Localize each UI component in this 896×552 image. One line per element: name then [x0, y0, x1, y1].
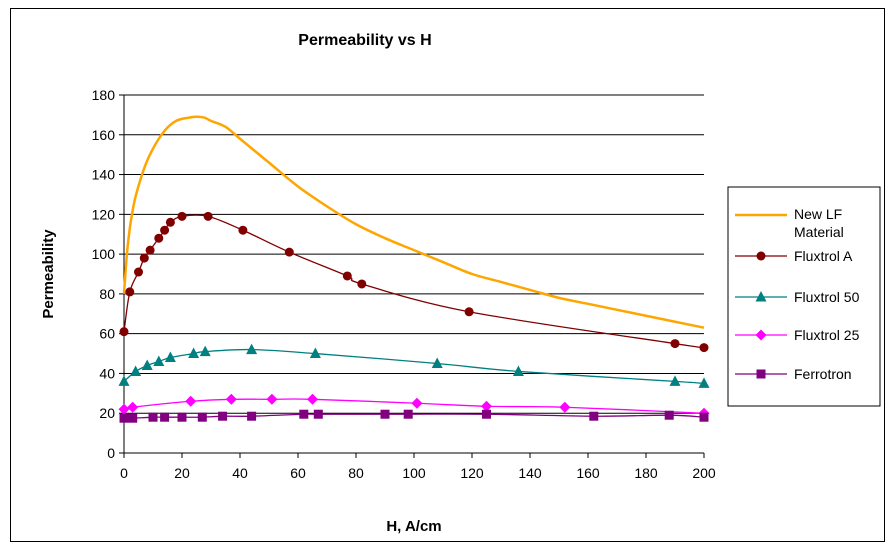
series-point-fluxtrol-a-marker	[145, 245, 155, 255]
series-point-fluxtrol-a-marker	[238, 225, 248, 235]
series-point-fluxtrol-25-marker	[559, 401, 571, 413]
x-tick-label: 120	[460, 465, 484, 481]
x-tick-label: 180	[634, 465, 658, 481]
series-point-fluxtrol-a-marker	[670, 339, 680, 349]
legend-label-fluxtrol-25: Fluxtrol 25	[794, 327, 860, 343]
chart-title: Permeability vs H	[298, 32, 431, 49]
series-point-ferrotron-marker	[380, 409, 390, 419]
x-tick-label: 0	[120, 465, 128, 481]
y-tick-label: 80	[99, 286, 115, 302]
series-point-fluxtrol-a-marker	[125, 287, 135, 297]
series-point-fluxtrol-50-marker	[431, 357, 443, 368]
x-tick-label: 80	[348, 465, 364, 481]
y-tick-label: 180	[92, 87, 116, 103]
legend-swatch-fluxtrol-25-marker	[755, 329, 767, 341]
legend-label-fluxtrol-50: Fluxtrol 50	[794, 289, 860, 305]
legend-swatch-fluxtrol-50-marker	[755, 291, 767, 302]
series-point-ferrotron-marker	[177, 412, 187, 422]
x-axis-title: H, A/cm	[386, 518, 441, 535]
series-point-ferrotron-marker	[128, 413, 138, 423]
series-point-fluxtrol-50-marker	[141, 359, 153, 370]
series-point-fluxtrol-a-marker	[154, 233, 164, 243]
series-point-ferrotron-marker	[148, 412, 158, 422]
x-tick-label: 20	[174, 465, 190, 481]
series-point-ferrotron-marker	[197, 412, 207, 422]
x-tick-label: 40	[232, 465, 248, 481]
chart: Permeability vs H Permeability H, A/cm 0…	[40, 32, 881, 535]
series-point-ferrotron-marker	[119, 413, 129, 423]
series-line-fluxtrol-50	[123, 348, 705, 385]
x-tick-label: 140	[518, 465, 542, 481]
series-point-ferrotron-marker	[218, 411, 228, 421]
series-point-fluxtrol-a-marker	[160, 225, 170, 235]
series-point-fluxtrol-50-marker	[199, 345, 211, 357]
series-point-fluxtrol-25-marker	[127, 401, 139, 413]
series-point-fluxtrol-50-marker	[698, 377, 710, 388]
series-point-ferrotron-marker	[482, 409, 491, 419]
y-tick-label: 160	[92, 127, 116, 143]
y-tick-label: 120	[92, 206, 116, 222]
legend-label-fluxtrol-a: Fluxtrol A	[794, 248, 853, 264]
legend-swatch-fluxtrol-a-marker	[756, 251, 766, 261]
series-point-fluxtrol-a-marker	[165, 217, 175, 227]
y-tick-label: 60	[99, 326, 115, 342]
series-point-ferrotron-marker	[247, 411, 257, 421]
y-tick-label: 140	[92, 167, 116, 183]
legend-swatch-ferrotron-marker	[756, 369, 766, 379]
series-point-fluxtrol-50-marker	[246, 343, 258, 355]
series-point-ferrotron-marker	[699, 412, 709, 422]
series-point-ferrotron-marker	[589, 411, 599, 421]
series-line-new-lf-material	[122, 115, 705, 329]
series-point-fluxtrol-50-marker	[153, 355, 165, 367]
legend-label-new-lf-material: New LF Material	[794, 206, 844, 240]
series-point-fluxtrol-25-marker	[266, 393, 278, 405]
legend: New LF Material Fluxtrol A Fluxtrol 50 Fluxt…	[727, 186, 881, 407]
series-point-fluxtrol-a-marker	[177, 211, 187, 221]
series-point-fluxtrol-25-marker	[118, 403, 130, 415]
series-point-fluxtrol-a-marker	[699, 343, 709, 353]
series-point-fluxtrol-a-marker	[342, 271, 352, 281]
series-point-fluxtrol-a-marker	[139, 253, 149, 263]
x-tick-label: 200	[692, 465, 716, 481]
series-point-fluxtrol-a-marker	[357, 279, 367, 289]
series-point-ferrotron-marker	[403, 409, 413, 419]
y-tick-label: 0	[107, 445, 115, 461]
x-tick-label: 60	[290, 465, 306, 481]
series-point-fluxtrol-a-marker	[464, 307, 474, 317]
x-tick-label: 160	[576, 465, 600, 481]
series-point-fluxtrol-50-marker	[309, 347, 321, 359]
series-point-fluxtrol-25-marker	[481, 400, 492, 412]
series-point-fluxtrol-25-marker	[411, 397, 423, 409]
chart-frame: Permeability vs H Permeability H, A/cm 0…	[10, 8, 885, 542]
series-point-fluxtrol-50-marker	[669, 375, 681, 386]
y-axis-title: Permeability	[40, 229, 57, 319]
series-point-fluxtrol-50-marker	[118, 375, 130, 386]
y-tick-label: 100	[92, 246, 116, 262]
series-point-ferrotron-marker	[313, 409, 323, 419]
series-point-fluxtrol-a-marker	[284, 247, 294, 257]
series-line-fluxtrol-a	[123, 214, 705, 349]
series-point-ferrotron-marker	[299, 409, 309, 419]
series-line-ferrotron	[123, 413, 705, 419]
plot-area: 0 20 40 60 80 100 120 140 160 180 0 20 40 60 80 100 120 1…	[92, 87, 716, 481]
series-point-fluxtrol-50-marker	[130, 365, 142, 376]
series-point-fluxtrol-25-marker	[307, 393, 318, 405]
series-point-ferrotron-marker	[160, 412, 170, 422]
y-tick-label: 40	[99, 365, 115, 381]
x-tick-label: 100	[402, 465, 426, 481]
series-point-fluxtrol-a-marker	[203, 211, 213, 221]
series-point-fluxtrol-25-marker	[185, 395, 197, 407]
series-point-ferrotron-marker	[664, 410, 674, 420]
series-point-fluxtrol-50-marker	[188, 347, 200, 359]
y-tick-label: 20	[99, 405, 115, 421]
legend-label-ferrotron: Ferrotron	[794, 366, 852, 382]
series-point-fluxtrol-25-marker	[225, 393, 237, 405]
series-point-fluxtrol-a-marker	[119, 327, 129, 337]
series-point-fluxtrol-50-marker	[512, 365, 524, 376]
series-point-fluxtrol-a-marker	[134, 267, 143, 277]
series-point-fluxtrol-50-marker	[164, 351, 176, 363]
